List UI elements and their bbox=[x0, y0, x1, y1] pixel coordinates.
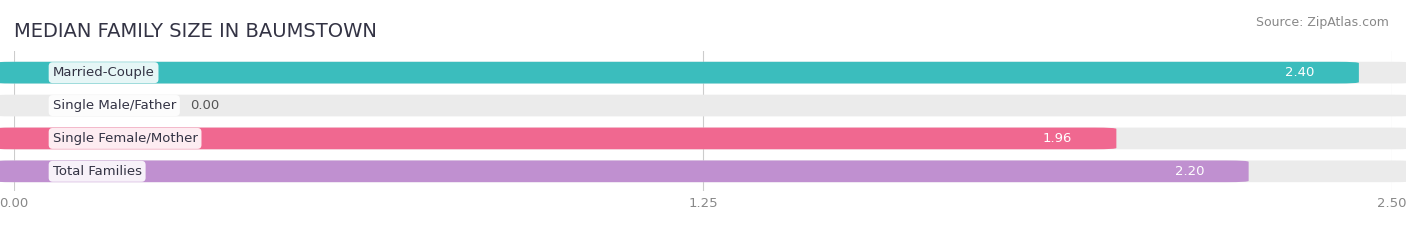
Text: Source: ZipAtlas.com: Source: ZipAtlas.com bbox=[1256, 16, 1389, 29]
Text: 2.40: 2.40 bbox=[1285, 66, 1315, 79]
Text: 2.20: 2.20 bbox=[1175, 165, 1205, 178]
FancyBboxPatch shape bbox=[0, 161, 1406, 182]
Text: Single Female/Mother: Single Female/Mother bbox=[52, 132, 197, 145]
FancyBboxPatch shape bbox=[0, 128, 1116, 149]
Text: Married-Couple: Married-Couple bbox=[52, 66, 155, 79]
FancyBboxPatch shape bbox=[0, 95, 1406, 116]
Text: 1.96: 1.96 bbox=[1043, 132, 1073, 145]
FancyBboxPatch shape bbox=[0, 62, 1406, 83]
Text: Total Families: Total Families bbox=[52, 165, 142, 178]
Text: 0.00: 0.00 bbox=[190, 99, 219, 112]
Text: Single Male/Father: Single Male/Father bbox=[52, 99, 176, 112]
FancyBboxPatch shape bbox=[0, 62, 1358, 83]
FancyBboxPatch shape bbox=[0, 128, 1406, 149]
Text: MEDIAN FAMILY SIZE IN BAUMSTOWN: MEDIAN FAMILY SIZE IN BAUMSTOWN bbox=[14, 22, 377, 41]
FancyBboxPatch shape bbox=[0, 161, 1249, 182]
